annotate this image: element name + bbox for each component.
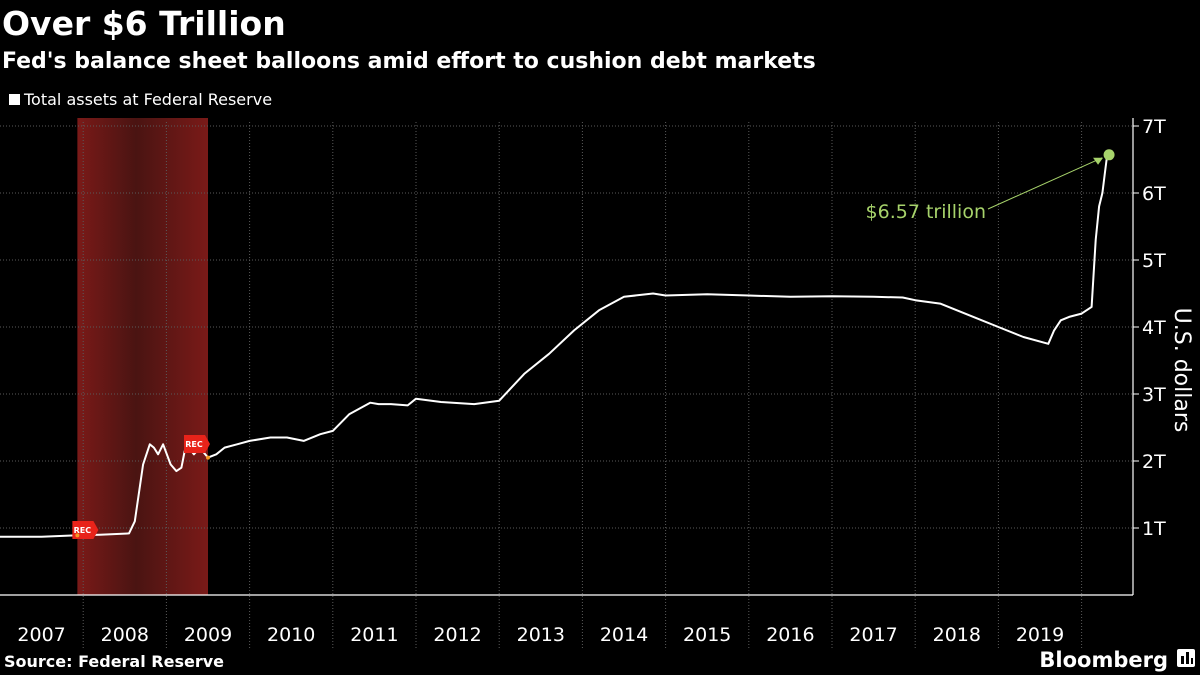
legend-label: Total assets at Federal Reserve — [23, 90, 272, 109]
x-tick-label: 2008 — [101, 624, 149, 646]
grid-layer — [0, 122, 1133, 650]
y-tick-label: 1T — [1142, 518, 1166, 540]
recession-marker: REC — [184, 435, 210, 453]
chart-subtitle: Fed's balance sheet balloons amid effort… — [2, 49, 816, 74]
brand-icon-bar — [1181, 656, 1184, 664]
x-tick-label: 2018 — [933, 624, 981, 646]
axis-layer: 2007 2008 2009 2010 2011 2012 2013 2014 2015 2016… — [0, 116, 1166, 646]
series-layer — [0, 153, 1111, 538]
series-line — [0, 153, 1111, 538]
chart-title: Over $6 Trillion — [2, 4, 286, 43]
y-tick-label: 3T — [1142, 384, 1166, 406]
x-tick-label: 2009 — [184, 624, 232, 646]
x-tick-label: 2019 — [1016, 624, 1064, 646]
recession-layer — [77, 118, 208, 595]
endpoint-dot — [1103, 149, 1115, 161]
x-tick-label: 2013 — [517, 624, 565, 646]
x-tick-label: 2016 — [766, 624, 814, 646]
x-tick-label: 2011 — [350, 624, 398, 646]
y-tick-label: 7T — [1142, 116, 1166, 138]
brand-icon-bar — [1186, 652, 1189, 664]
legend: Total assets at Federal Reserve — [9, 90, 272, 109]
y-tick-label: 2T — [1142, 451, 1166, 473]
recession-band — [77, 118, 208, 595]
x-tick-label: 2007 — [17, 624, 65, 646]
source-note: Source: Federal Reserve — [4, 652, 224, 671]
y-tick-label: 5T — [1142, 250, 1166, 272]
x-tick-label: 2012 — [433, 624, 481, 646]
legend-swatch — [9, 94, 20, 105]
annotation-arrowhead — [1093, 157, 1104, 165]
x-tick-label: 2017 — [849, 624, 897, 646]
rec-end-dot — [206, 455, 210, 460]
annotation-arrow — [987, 157, 1103, 210]
x-tick-label: 2014 — [600, 624, 648, 646]
y-tick-label: 6T — [1142, 183, 1166, 205]
x-tick-label: 2010 — [267, 624, 315, 646]
annotation-label: $6.57 trillion — [866, 201, 986, 223]
brand-name: Bloomberg — [1039, 648, 1168, 672]
rec-start-dot — [75, 533, 80, 538]
rec-flag-label: REC — [74, 526, 92, 535]
bloomberg-logo: Bloomberg — [1039, 648, 1195, 672]
rec-flag — [184, 435, 210, 453]
y-axis-label: U.S. dollars — [1169, 308, 1194, 433]
rec-flag-label: REC — [185, 440, 203, 449]
y-tick-label: 4T — [1142, 317, 1166, 339]
brand-icon-bar — [1191, 658, 1193, 664]
marker-layer: $6.57 trillion REC REC — [72, 149, 1115, 539]
x-tick-label: 2015 — [683, 624, 731, 646]
